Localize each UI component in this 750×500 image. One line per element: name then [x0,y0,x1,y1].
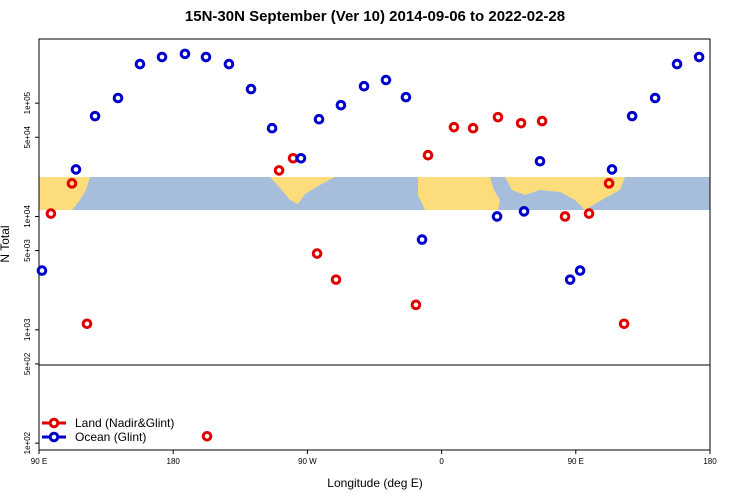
land-shape [505,177,625,210]
map-band [39,177,710,210]
point [467,122,479,134]
point [112,92,124,104]
x-tick-label: 90 E [31,457,47,466]
point [618,318,630,330]
point [81,318,93,330]
point [200,51,212,63]
point [626,110,638,122]
point [574,265,586,276]
point [448,121,460,133]
point [536,115,548,127]
point [534,155,546,167]
x-tick-label: 180 [167,457,181,466]
point [66,178,78,189]
point [245,83,257,95]
point [410,299,422,311]
plot-frame [38,38,711,451]
point [311,248,323,259]
legend-label: Land (Nadir&Glint) [75,416,174,430]
point [273,165,285,176]
x-axis-label: Longitude (deg E) [327,476,422,490]
point [179,48,191,60]
point [416,234,428,245]
y-axis-label: N Total [0,225,12,262]
land-shape [418,177,500,210]
point [649,92,661,104]
point [603,178,615,189]
y-tick-label: 1e+02 [23,431,32,454]
point [223,58,235,70]
point [515,117,527,129]
legend-marker [48,431,60,443]
land-shape [39,177,90,210]
point [583,208,595,219]
legend-marker [48,417,60,429]
point [358,80,370,92]
y-tick-label: 1e+04 [23,205,32,228]
point [492,111,504,123]
y-tick-label: 5e+02 [23,352,32,375]
point [201,430,213,442]
x-tick-label: 180 [703,457,717,466]
legend-label: Ocean (Glint) [75,430,146,444]
x-tick-label: 0 [439,457,444,466]
point [295,153,307,164]
point [564,274,576,285]
point [134,58,146,70]
y-tick-label: 1e+05 [23,91,32,114]
point [313,113,325,125]
point [559,211,571,222]
point [266,122,278,134]
point [89,110,101,122]
point [671,58,683,70]
point [693,51,705,63]
point [422,149,434,161]
x-tick-label: 90 E [568,457,584,466]
land-shape [270,177,335,204]
point [380,74,392,86]
point [400,91,412,103]
chart-title: 15N-30N September (Ver 10) 2014-09-06 to… [185,8,565,25]
y-tick-label: 5e+03 [23,239,32,262]
x-tick-label: 90 W [298,457,317,466]
point [70,164,82,175]
point [156,51,168,63]
legend: Land (Nadir&Glint)Ocean (Glint) [42,416,174,444]
point [330,274,342,285]
point [335,99,347,111]
point [606,164,618,175]
point [491,211,503,222]
point [518,206,530,217]
point [45,208,57,219]
y-tick-label: 5e+04 [23,125,32,148]
point [36,265,48,276]
y-tick-label: 1e+03 [23,318,32,341]
